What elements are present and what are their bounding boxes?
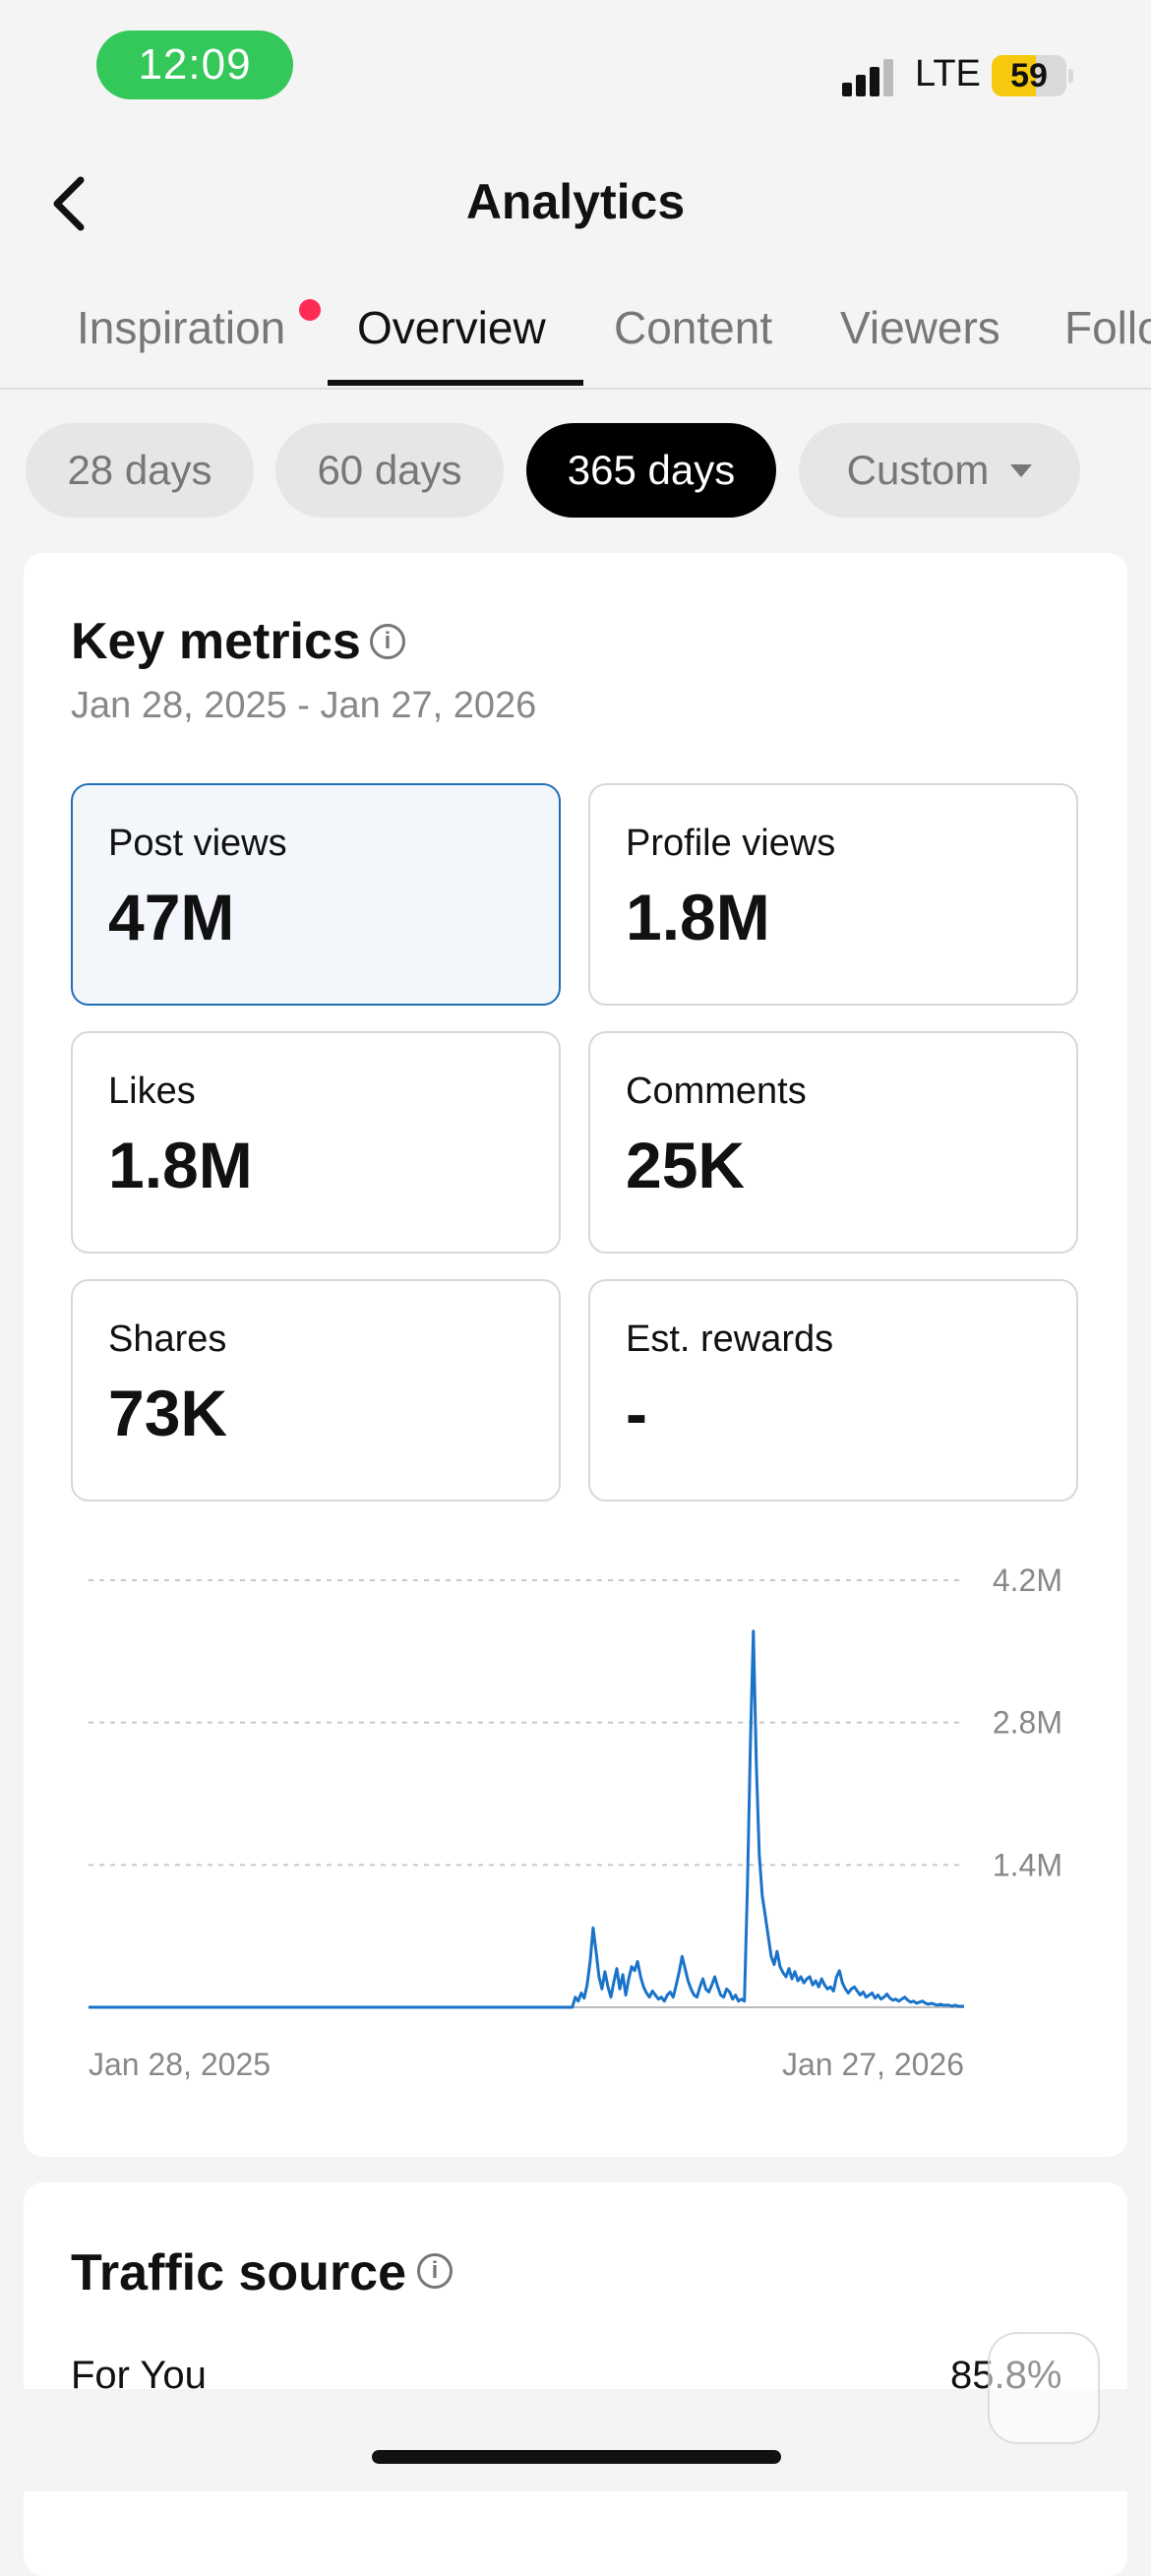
tab-inspiration[interactable]: Inspiration (77, 302, 286, 353)
tab-bar: Inspiration Overview Content Viewers Fol… (0, 291, 1151, 390)
battery-nub (1068, 69, 1073, 83)
key-metrics-title: Key metrics (71, 613, 361, 670)
y-tick-label: 2.8M (993, 1705, 1062, 1741)
metric-value: 1.8M (108, 1129, 253, 1201)
post-views-chart[interactable]: 1.4M 2.8M 4.2M Jan 28, 2025 Jan 27, 2026 (24, 553, 1127, 2157)
status-time: 12:09 (96, 31, 293, 99)
range-60-days[interactable]: 60 days (275, 423, 504, 518)
chevron-left-icon (53, 176, 85, 231)
notification-dot (299, 299, 321, 321)
metric-value: 47M (108, 881, 235, 953)
status-bar: 12:09 LTE 59 (0, 0, 1151, 138)
metric-label: Comments (626, 1071, 807, 1112)
chip-label: Custom (846, 447, 990, 493)
range-28-days[interactable]: 28 days (26, 423, 254, 518)
signal-icon (842, 57, 901, 96)
bottom-safe-area (0, 2389, 1151, 2491)
metric-label: Likes (108, 1071, 196, 1112)
info-icon[interactable]: i (417, 2253, 453, 2289)
chip-label: 60 days (317, 447, 462, 493)
metric-comments[interactable]: Comments 25K (588, 1031, 1078, 1254)
metric-value: 73K (108, 1377, 228, 1449)
date-range: Jan 28, 2025 - Jan 27, 2026 (71, 685, 537, 726)
chip-label: 365 days (567, 447, 736, 493)
metric-label: Profile views (626, 823, 836, 864)
metric-value: - (626, 1377, 647, 1449)
home-indicator (372, 2450, 781, 2464)
metric-value: 1.8M (626, 881, 770, 953)
floating-assist-button[interactable] (988, 2332, 1100, 2444)
metric-likes[interactable]: Likes 1.8M (71, 1031, 561, 1254)
tab-followers[interactable]: Follo (1064, 302, 1151, 353)
battery-icon: 59 (992, 55, 1066, 96)
range-custom-dropdown[interactable]: Custom (799, 423, 1080, 518)
metric-label: Shares (108, 1319, 227, 1360)
caret-down-icon (1010, 463, 1033, 477)
range-365-days[interactable]: 365 days (526, 423, 776, 518)
chip-label: 28 days (67, 447, 212, 493)
info-icon[interactable]: i (370, 624, 405, 659)
metric-est-rewards[interactable]: Est. rewards - (588, 1279, 1078, 1502)
tab-overview[interactable]: Overview (357, 302, 546, 353)
key-metrics-card: Key metrics i Jan 28, 2025 - Jan 27, 202… (24, 553, 1127, 2157)
metric-label: Post views (108, 823, 287, 864)
tab-viewers[interactable]: Viewers (840, 302, 1000, 353)
metric-post-views[interactable]: Post views 47M (71, 783, 561, 1006)
y-tick-label: 4.2M (993, 1563, 1062, 1598)
metric-shares[interactable]: Shares 73K (71, 1279, 561, 1502)
metric-profile-views[interactable]: Profile views 1.8M (588, 783, 1078, 1006)
x-tick-end: Jan 27, 2026 (782, 2047, 964, 2082)
back-button[interactable] (39, 167, 98, 240)
battery-level: 59 (1010, 56, 1048, 94)
metric-label: Est. rewards (626, 1319, 834, 1360)
tab-content[interactable]: Content (614, 302, 773, 353)
metric-value: 25K (626, 1129, 746, 1201)
traffic-source-title: Traffic source (71, 2244, 407, 2301)
network-label: LTE (915, 53, 981, 94)
active-tab-indicator (328, 380, 583, 386)
page-title: Analytics (465, 174, 686, 229)
y-tick-label: 1.4M (993, 1847, 1062, 1882)
x-tick-start: Jan 28, 2025 (89, 2047, 271, 2082)
series-line (89, 1629, 964, 2009)
